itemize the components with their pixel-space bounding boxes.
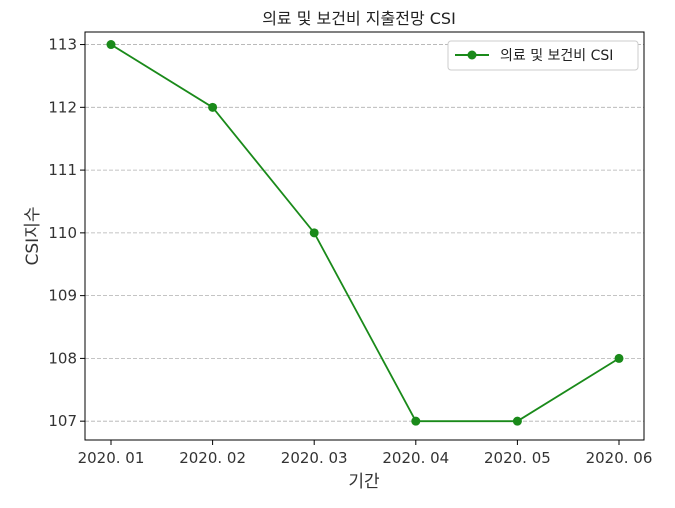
x-tick-label: 2020. 03 xyxy=(281,449,348,467)
series-group xyxy=(106,40,624,426)
x-tick-label: 2020. 02 xyxy=(179,449,246,467)
x-tick-label: 2020. 04 xyxy=(382,449,449,467)
legend: 의료 및 보건비 CSI xyxy=(447,40,639,71)
y-axis-label: CSI지수 xyxy=(23,207,43,266)
data-point xyxy=(614,353,624,363)
series-line xyxy=(110,43,620,423)
y-tick-label: 111 xyxy=(48,161,77,179)
legend-point-marker xyxy=(467,50,477,60)
y-tick-label: 110 xyxy=(48,224,77,242)
chart-title: 의료 및 보건비 지출전망 CSI xyxy=(262,9,456,28)
legend-box xyxy=(447,40,639,71)
y-tick-label: 112 xyxy=(48,98,77,116)
data-point xyxy=(106,40,116,50)
y-tick-label: 107 xyxy=(48,412,77,430)
x-tick-label: 2020. 06 xyxy=(586,449,653,467)
x-tick-label: 2020. 01 xyxy=(78,449,145,467)
x-axis-ticks: 2020. 01 2020. 02 2020. 03 2020. 04 2020. 05… xyxy=(78,440,653,467)
data-point xyxy=(512,416,522,426)
y-tick-label: 108 xyxy=(48,349,77,367)
data-point xyxy=(309,228,319,238)
x-tick-label: 2020. 05 xyxy=(484,449,551,467)
y-tick-label: 113 xyxy=(48,36,77,54)
legend-label: 의료 및 보건비 CSI xyxy=(500,48,613,64)
data-point xyxy=(411,416,421,426)
y-tick-label: 109 xyxy=(48,287,77,305)
x-axis-label: 기간 xyxy=(348,472,380,492)
y-axis-ticks: 107 108 109 110 111 112 113 xyxy=(48,36,85,430)
data-point xyxy=(208,102,218,112)
gridlines xyxy=(85,44,644,422)
plot-area xyxy=(84,31,645,441)
